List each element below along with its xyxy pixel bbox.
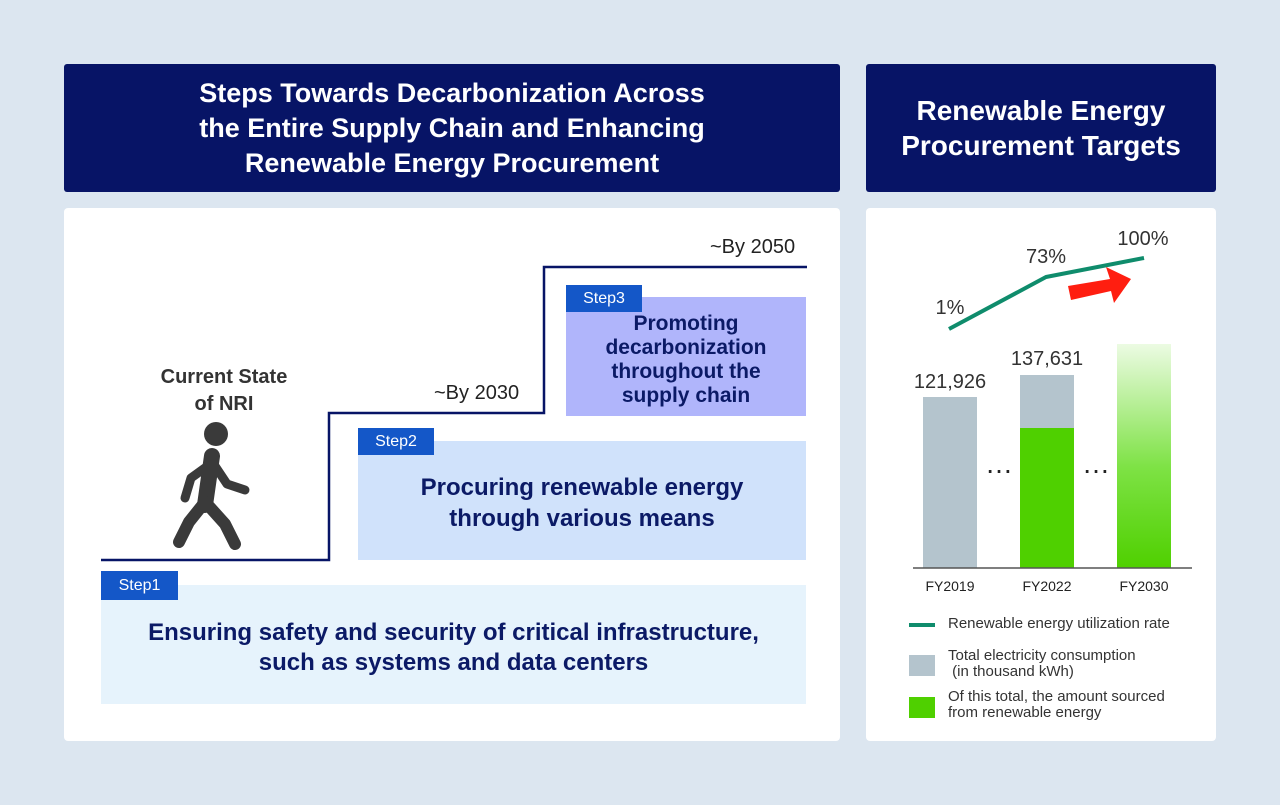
ellipsis-2: … bbox=[1082, 448, 1110, 479]
left-title-line: the Entire Supply Chain and Enhancing bbox=[199, 112, 705, 143]
left-header: Steps Towards Decarbonization Across the… bbox=[64, 64, 840, 192]
step3-box bbox=[566, 297, 806, 416]
legend-total-label: Total electricity consumption (in thousa… bbox=[948, 648, 1213, 680]
walking-person-icon bbox=[173, 422, 250, 550]
x-label-fy2019: FY2019 bbox=[925, 578, 975, 594]
step2-text: Procuring renewable energy through vario… bbox=[358, 472, 806, 534]
step3-tag: Step3 bbox=[566, 285, 642, 312]
bar-label-fy2019: 121,926 bbox=[913, 371, 987, 393]
step1-text-line: Ensuring safety and security of critical… bbox=[148, 619, 759, 646]
rate-line bbox=[948, 256, 1145, 331]
bar-total-fy2019 bbox=[923, 397, 977, 568]
step2-text-line: Procuring renewable energy bbox=[420, 474, 744, 501]
step2-text-line: through various means bbox=[449, 505, 715, 532]
step1-text-line: such as systems and data centers bbox=[258, 649, 649, 676]
legend-renew-line: Of this total, the amount sourced bbox=[948, 688, 1165, 705]
right-title: Renewable Energy Procurement Targets bbox=[901, 93, 1181, 163]
legend-total-line: Total electricity consumption bbox=[948, 647, 1136, 664]
legend-rate-label: Renewable energy utilization rate bbox=[948, 615, 1170, 632]
chart-svg bbox=[909, 256, 1192, 718]
bar-renewable-fy2030 bbox=[1117, 344, 1171, 568]
step2-tag: Step2 bbox=[358, 428, 434, 455]
step3-text: Promoting decarbonization throughout the… bbox=[566, 312, 806, 408]
right-title-line: Renewable Energy bbox=[916, 95, 1166, 126]
staircase-line bbox=[101, 265, 807, 562]
x-label-fy2030: FY2030 bbox=[1119, 578, 1169, 594]
step3-text-line: decarbonization bbox=[605, 336, 767, 359]
legend-total-swatch bbox=[909, 655, 935, 676]
steps-panel: Current State of NRI Step3 Promoting dec… bbox=[64, 208, 840, 741]
step3-text-line: Promoting bbox=[633, 312, 739, 335]
step1-tag: Step1 bbox=[101, 571, 178, 600]
step3-text-line: supply chain bbox=[621, 384, 751, 407]
current-state-line: of NRI bbox=[194, 393, 254, 415]
rate-label-fy2019: 1% bbox=[935, 297, 965, 319]
legend-renew-swatch bbox=[909, 697, 935, 718]
step1-text: Ensuring safety and security of critical… bbox=[101, 618, 806, 678]
bar-label-fy2022: 137,631 bbox=[1010, 348, 1084, 370]
milestone-2050: ~By 2050 bbox=[710, 236, 796, 258]
bar-renewable-fy2022 bbox=[1020, 428, 1074, 568]
left-title-line: Renewable Energy Procurement bbox=[244, 147, 660, 178]
rate-label-fy2022: 73% bbox=[1025, 246, 1067, 268]
legend-renew-line: from renewable energy bbox=[948, 704, 1102, 721]
current-state-label: Current State of NRI bbox=[124, 364, 324, 418]
right-title-line: Procurement Targets bbox=[901, 130, 1181, 161]
legend-renew-label: Of this total, the amount sourced from r… bbox=[948, 689, 1213, 721]
red-arrow-icon bbox=[1068, 267, 1131, 303]
current-state-line: Current State bbox=[160, 366, 288, 388]
ellipsis-1: … bbox=[985, 448, 1013, 479]
step1-box bbox=[101, 585, 806, 704]
left-title: Steps Towards Decarbonization Across the… bbox=[199, 76, 705, 181]
targets-panel: 1% 73% 100% 121,926 137,631 … … FY2019 F… bbox=[866, 208, 1216, 741]
milestone-2030: ~By 2030 bbox=[434, 382, 520, 404]
rate-label-fy2030: 100% bbox=[1117, 228, 1169, 250]
left-title-line: Steps Towards Decarbonization Across bbox=[199, 77, 705, 108]
right-header: Renewable Energy Procurement Targets bbox=[866, 64, 1216, 192]
step2-box bbox=[358, 441, 806, 560]
x-label-fy2022: FY2022 bbox=[1022, 578, 1072, 594]
legend-total-line: (in thousand kWh) bbox=[948, 663, 1074, 680]
step3-text-line: throughout the bbox=[611, 360, 761, 383]
